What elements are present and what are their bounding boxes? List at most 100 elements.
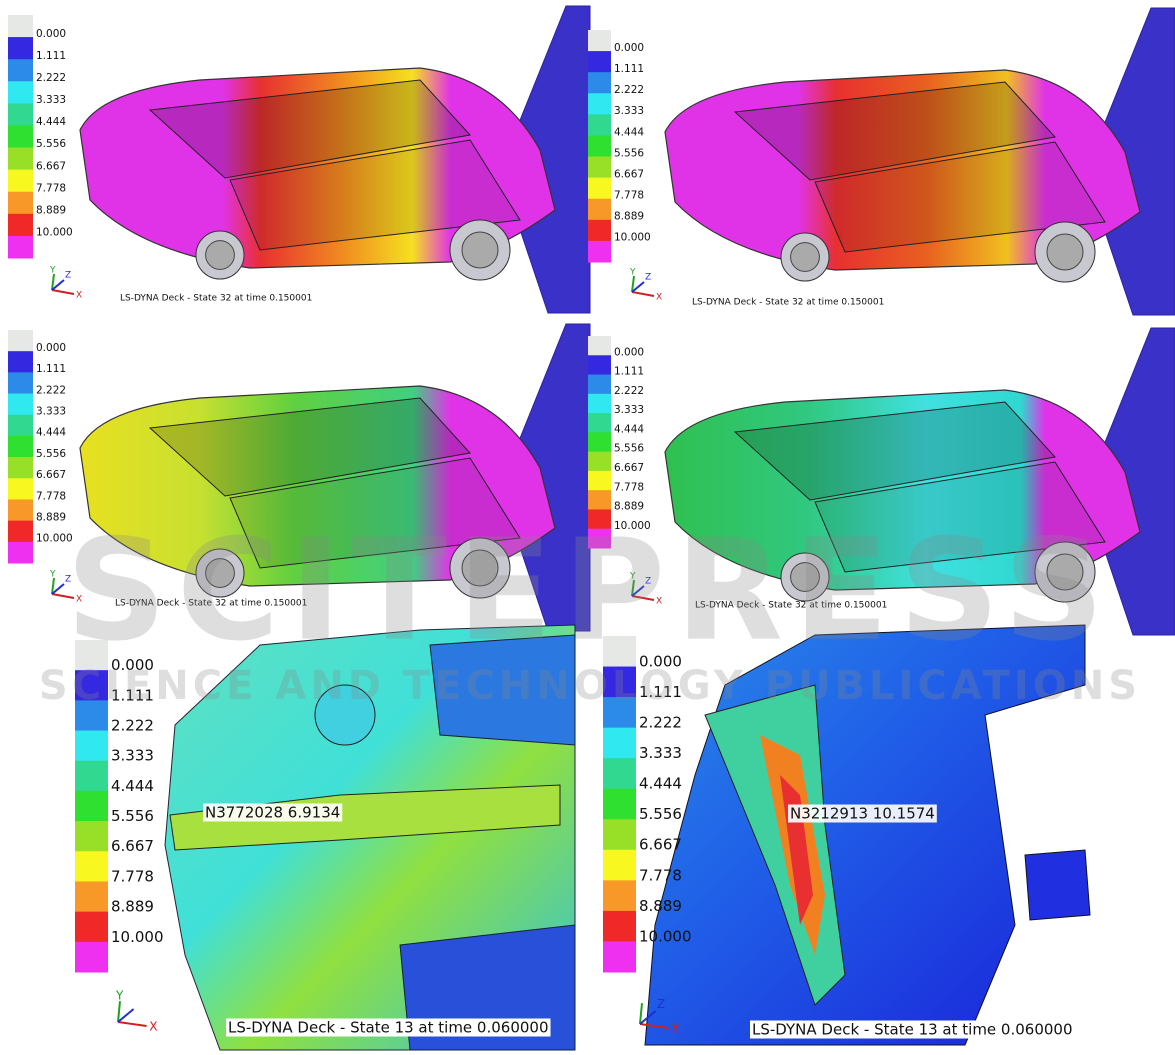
legend-swatch — [588, 157, 611, 179]
legend-label: 2.222 — [36, 72, 66, 84]
legend-swatch — [75, 791, 108, 822]
axis-label-x: X — [149, 1020, 157, 1034]
legend-swatch — [588, 375, 611, 395]
node-label: N3212913 10.1574 — [790, 805, 935, 823]
legend-swatch — [603, 758, 636, 789]
axis-label-x: X — [76, 291, 82, 301]
rim — [462, 232, 498, 268]
legend-swatch — [8, 394, 33, 416]
legend-label: 3.333 — [36, 406, 66, 418]
legend-label: 5.556 — [111, 807, 154, 825]
legend-swatch — [8, 125, 33, 148]
legend-label: 5.556 — [639, 805, 682, 823]
legend-label: 7.778 — [614, 190, 644, 202]
rim — [1047, 234, 1083, 270]
figure: 0.000 1.111 2.222 3.333 4.444 5.556 6.667 7.778… — [0, 0, 1175, 1051]
legend-label: 8.889 — [639, 897, 682, 915]
legend-label: 4.444 — [111, 777, 154, 795]
legend-swatch — [588, 241, 611, 263]
watermark-title: SCITEPRESS — [66, 510, 1114, 673]
legend-swatch — [8, 15, 33, 38]
legend-label: 0.000 — [36, 28, 66, 40]
legend-swatch — [8, 330, 33, 352]
axis-label-y: Y — [49, 266, 56, 276]
legend-label: 3.333 — [111, 747, 154, 765]
legend-label: 10.000 — [111, 928, 164, 946]
axis-label-y: Y — [49, 570, 56, 580]
legend-swatch — [603, 941, 636, 972]
legend-label: 6.667 — [614, 462, 644, 474]
caption: LS-DYNA Deck - State 32 at time 0.150001 — [120, 294, 312, 304]
legend-swatch — [588, 471, 611, 491]
caption: LS-DYNA Deck - State 32 at time 0.150001 — [692, 298, 884, 308]
legend-label: 3.333 — [614, 105, 644, 117]
legend-swatch — [8, 372, 33, 394]
legend-label: 7.778 — [36, 490, 66, 502]
legend-swatch — [75, 881, 108, 912]
caption: LS-DYNA Deck - State 13 at time 0.060000 — [228, 1019, 549, 1037]
legend-label: 0.000 — [614, 346, 644, 358]
legend-swatch — [8, 542, 33, 564]
legend-label: 8.889 — [111, 898, 154, 916]
legend-swatch — [8, 170, 33, 193]
legend-swatch — [8, 499, 33, 521]
legend-swatch — [8, 457, 33, 479]
legend-swatch — [588, 72, 611, 94]
rim — [206, 241, 235, 270]
legend-label: 6.667 — [639, 836, 682, 854]
legend-swatch — [8, 37, 33, 60]
legend-label: 2.222 — [36, 384, 66, 396]
legend-swatch — [588, 394, 611, 414]
panel-view — [665, 8, 1175, 315]
part — [1025, 850, 1090, 920]
axis-label-z: Z — [65, 271, 71, 281]
legend-swatch — [588, 355, 611, 375]
legend-swatch — [8, 351, 33, 373]
legend-swatch — [588, 336, 611, 356]
legend-label: 3.333 — [614, 404, 644, 416]
legend-label: 10.000 — [36, 227, 73, 239]
legend-label: 2.222 — [614, 385, 644, 397]
legend-label: 1.111 — [36, 363, 66, 375]
axis-label-z: Z — [657, 997, 665, 1011]
legend-label: 7.778 — [111, 867, 154, 885]
legend-swatch — [588, 452, 611, 472]
axis-depth — [118, 1009, 134, 1022]
legend-label: 7.778 — [639, 866, 682, 884]
legend-label: 0.000 — [36, 342, 66, 354]
legend-swatch — [8, 81, 33, 104]
legend-swatch — [75, 761, 108, 792]
legend-label: 1.111 — [614, 366, 644, 378]
legend-label: 8.889 — [614, 211, 644, 223]
panel-view — [80, 6, 590, 313]
legend-swatch — [603, 728, 636, 759]
axis-x — [632, 292, 654, 296]
legend-swatch — [8, 103, 33, 126]
legend-swatch — [75, 821, 108, 852]
legend-swatch — [75, 942, 108, 973]
legend-swatch — [603, 880, 636, 911]
rim — [791, 243, 820, 272]
legend-label: 6.667 — [36, 469, 66, 481]
legend-label: 4.444 — [36, 116, 66, 128]
legend-label: 0.000 — [614, 42, 644, 54]
legend-swatch — [588, 432, 611, 452]
legend-label: 6.667 — [111, 837, 154, 855]
axis-label-y: Y — [629, 268, 636, 278]
legend-swatch — [588, 30, 611, 52]
axis-label-x: X — [671, 1022, 679, 1036]
legend-swatch — [588, 220, 611, 242]
legend-swatch — [588, 93, 611, 115]
legend-swatch — [8, 478, 33, 500]
legend-swatch — [8, 436, 33, 458]
legend-label: 4.444 — [36, 427, 66, 439]
legend-label: 4.444 — [614, 423, 644, 435]
legend-swatch — [603, 819, 636, 850]
legend-swatch — [8, 148, 33, 171]
watermark-subtitle: SCIENCE AND TECHNOLOGY PUBLICATIONS — [39, 663, 1141, 709]
legend-swatch — [8, 236, 33, 259]
legend-label: 5.556 — [36, 138, 66, 150]
legend-swatch — [588, 135, 611, 157]
legend-label: 8.889 — [36, 511, 66, 523]
legend-swatch — [603, 911, 636, 942]
